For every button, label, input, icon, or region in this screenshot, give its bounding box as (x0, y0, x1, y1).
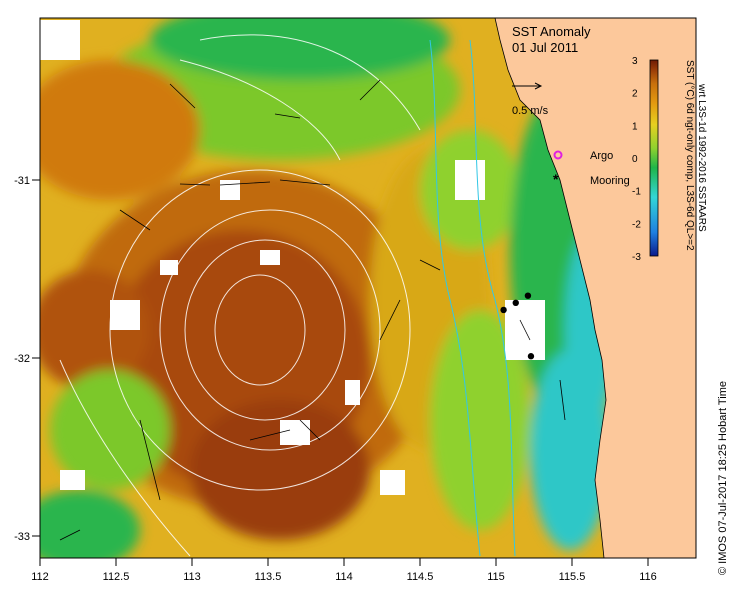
colorbar-tick-label: 3 (632, 56, 638, 67)
x-tick-label: 116 (639, 571, 657, 583)
mooring-point (500, 306, 507, 314)
ssh-contours (59, 34, 421, 557)
argo-marker (553, 150, 563, 160)
mooring-point (527, 353, 535, 360)
title-line2: 01 Jul 2011 (512, 40, 578, 55)
mooring-point (524, 292, 532, 299)
y-tick-label: -31 (14, 175, 30, 187)
colorbar-label-1: SST (°C) 6d ngt-only comp, L3S-6d QL>=2 (684, 60, 695, 251)
land-mass (494, 18, 696, 558)
x-tick-label: 113.5 (255, 571, 282, 583)
scale-arrow-head (534, 82, 543, 90)
colorbar-tick-label: -3 (632, 252, 641, 263)
mooring-points (500, 292, 535, 360)
credit-text: © IMOS 07-Jul-2017 18:25 Hobart Time (717, 381, 729, 575)
sst-field (40, 18, 696, 558)
colorbar-label-2: wrt L3S-1d 1992-2016 SSTAARS (696, 83, 707, 232)
x-tick-label: 115.5 (559, 571, 586, 583)
colorbar-tick-label: -2 (632, 219, 641, 230)
map-frame (39, 17, 697, 559)
x-axis-ticks: 112 112.5 113 113.5 114 114.5 115 115.5 116 (31, 558, 657, 583)
y-axis-ticks: -31 -32 -33 (14, 175, 40, 543)
title-line1: SST Anomaly (512, 24, 591, 39)
y-tick-label: -33 (14, 531, 30, 543)
y-tick-label: -32 (14, 353, 30, 365)
x-tick-label: 113 (183, 571, 201, 583)
x-tick-label: 112 (31, 571, 49, 583)
legend-mooring-label: Mooring (590, 175, 630, 187)
x-tick-label: 115 (487, 571, 505, 583)
colorbar-tick-label: 2 (632, 89, 638, 100)
scale-label: 0.5 m/s (512, 105, 549, 117)
legend-argo-label: Argo (590, 150, 613, 162)
mooring-point (512, 299, 519, 307)
x-tick-label: 114.5 (407, 571, 434, 583)
current-vectors (59, 79, 566, 541)
x-tick-label: 112.5 (103, 571, 130, 583)
mooring-marker: * (553, 171, 559, 187)
bathymetry-contours (429, 39, 516, 557)
x-tick-label: 114 (335, 571, 353, 583)
colorbar (649, 59, 659, 257)
colorbar-tick-label: 1 (632, 121, 638, 132)
colorbar-tick-label: -1 (632, 187, 641, 198)
colorbar-tick-label: 0 (632, 154, 638, 165)
colorbar-ticks: 3 2 1 0 -1 -2 -3 (632, 56, 641, 263)
